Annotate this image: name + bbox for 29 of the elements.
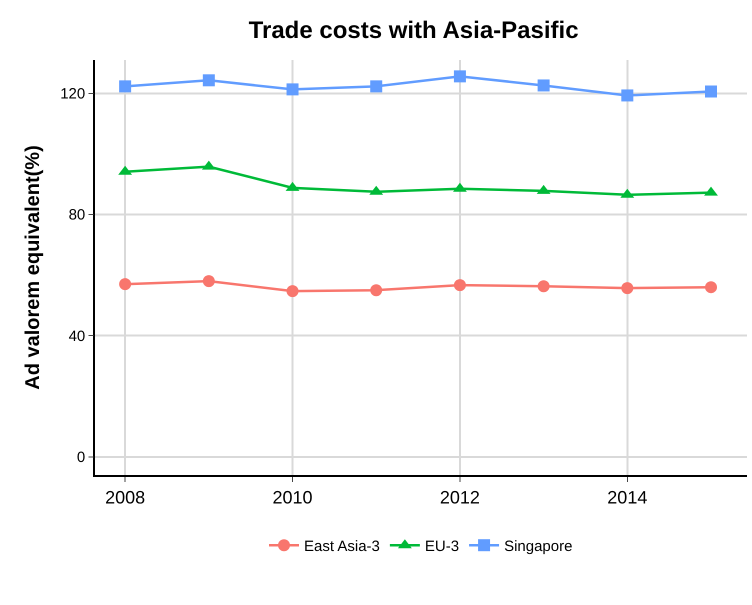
y-tick-label: 80 [68, 206, 86, 224]
point [286, 83, 299, 96]
chart-title: Trade costs with Asia-Pasific [248, 16, 579, 44]
point [705, 86, 718, 98]
x-tick-label: 2012 [440, 487, 480, 508]
point [370, 80, 382, 92]
x-tick-label: 2010 [272, 487, 313, 508]
legend-label: Singapore [504, 538, 572, 556]
legend-label: East Asia-3 [304, 538, 380, 556]
point [705, 281, 718, 294]
point [621, 282, 634, 294]
legend-label: EU-3 [424, 538, 460, 556]
point [286, 285, 299, 298]
point [454, 279, 466, 292]
point [621, 89, 634, 102]
point [538, 79, 550, 92]
point [202, 74, 215, 86]
y-tick-label: 0 [76, 449, 86, 466]
x-tick-label: 2014 [607, 487, 648, 508]
x-tick-label: 2008 [105, 487, 146, 508]
y-tick-label: 120 [60, 86, 86, 103]
y-tick-label: 40 [68, 328, 86, 345]
point [370, 284, 382, 296]
point [202, 275, 215, 288]
point [538, 280, 550, 292]
point [454, 70, 466, 82]
point [119, 278, 132, 290]
y-axis-title: Ad valorem equivalent(%) [22, 145, 44, 390]
point [119, 80, 132, 92]
